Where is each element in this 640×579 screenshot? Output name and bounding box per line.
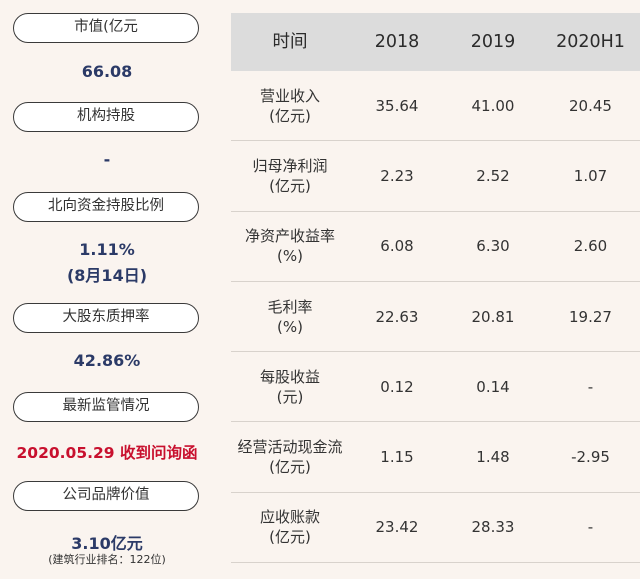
metric-name: 每股收益 <box>259 367 320 386</box>
pledge-rate-label: 大股东质押率 <box>13 303 199 333</box>
metric-value-cell: 2.52 <box>476 166 510 185</box>
metric-unit: (亿元) <box>269 176 311 195</box>
market-cap-value: 66.08 <box>81 62 133 81</box>
metric-value-cell: 35.64 <box>375 96 419 115</box>
metric-name: 经营活动现金流 <box>237 438 343 457</box>
metric-value-cell: 1.15 <box>380 448 414 467</box>
regulatory-status-label: 最新监管情况 <box>13 392 199 422</box>
metric-name: 归母净利润 <box>252 156 328 175</box>
northbound-holding-date: (8月14日) <box>66 266 148 285</box>
table-row: 营业收入 (亿元) 35.64 41.00 20.45 <box>231 71 640 142</box>
metric-name-cell: 应收账款 (亿元) <box>231 493 349 562</box>
brand-value-value: 3.10亿元 <box>71 534 143 553</box>
metric-value-cell: 0.14 <box>476 377 510 396</box>
metric-value-cell: 2.23 <box>380 166 414 185</box>
metric-value-cell: 20.45 <box>569 96 612 115</box>
metric-unit: (%) <box>277 247 303 266</box>
regulatory-status-value: 2020.05.29 收到问询函 <box>16 444 198 462</box>
metric-unit: (亿元) <box>269 458 311 477</box>
metric-name-cell: 经营活动现金流 (亿元) <box>231 422 349 491</box>
metric-name-cell: 营业收入 (亿元) <box>231 71 349 140</box>
metric-unit: (亿元) <box>269 106 311 125</box>
metric-value-cell: 1.48 <box>476 448 510 467</box>
metric-unit: (%) <box>277 317 303 336</box>
table-row: 应收账款 (亿元) 23.42 28.33 - <box>231 493 640 564</box>
brand-value-label: 公司品牌价值 <box>13 481 199 511</box>
table-row: 净资产收益率 (%) 6.08 6.30 2.60 <box>231 212 640 282</box>
metric-name: 应收账款 <box>259 508 320 527</box>
metric-unit: (亿元) <box>269 528 311 547</box>
brand-value-rank-note: (建筑行业排名：122位) <box>48 553 166 566</box>
institutional-holding-value: - <box>103 150 111 169</box>
table-header-row: 时间 2018 2019 2020H1 <box>231 13 640 71</box>
metric-value-cell: 6.08 <box>380 237 414 256</box>
metric-name-cell: 归母净利润 (亿元) <box>231 141 349 210</box>
metric-value-cell: 20.81 <box>471 307 515 326</box>
metric-name-cell: 净资产收益率 (%) <box>231 212 349 281</box>
northbound-holding-value: 1.11% <box>79 240 135 259</box>
metric-name: 营业收入 <box>259 86 320 105</box>
header-2019: 2019 <box>470 32 516 52</box>
financial-table: 时间 2018 2019 2020H1 营业收入 (亿元) 35.64 41.00 20… <box>231 13 640 564</box>
market-cap-label: 市值(亿元 <box>13 13 199 43</box>
metric-value-cell: - <box>587 518 594 537</box>
header-period: 时间 <box>272 32 308 52</box>
metric-value-cell: - <box>587 377 594 396</box>
metric-value-cell: 22.63 <box>375 307 419 326</box>
metric-value-cell: 19.27 <box>569 307 612 326</box>
metric-value-cell: 41.00 <box>471 96 515 115</box>
northbound-holding-label: 北向资金持股比例 <box>13 192 199 222</box>
metric-name: 毛利率 <box>267 297 313 316</box>
metric-value-cell: 2.60 <box>573 237 608 256</box>
metric-name-cell: 每股收益 (元) <box>231 352 349 421</box>
metric-value-cell: -2.95 <box>571 448 610 467</box>
metric-value-cell: 23.42 <box>375 518 419 537</box>
table-row: 毛利率 (%) 22.63 20.81 19.27 <box>231 282 640 353</box>
header-2018: 2018 <box>374 32 420 52</box>
metric-unit: (元) <box>276 387 304 406</box>
header-2020h1: 2020H1 <box>556 32 625 52</box>
metric-name-cell: 毛利率 (%) <box>231 282 349 351</box>
table-row: 经营活动现金流 (亿元) 1.15 1.48 -2.95 <box>231 422 640 493</box>
pledge-rate-value: 42.86% <box>73 351 141 370</box>
metric-value-cell: 6.30 <box>476 237 510 256</box>
metric-value-cell: 1.07 <box>573 166 608 185</box>
metric-value-cell: 0.12 <box>380 377 414 396</box>
metric-value-cell: 28.33 <box>471 518 515 537</box>
table-row: 每股收益 (元) 0.12 0.14 - <box>231 352 640 423</box>
metric-name: 净资产收益率 <box>244 227 335 246</box>
institutional-holding-label: 机构持股 <box>13 102 199 132</box>
table-row: 归母净利润 (亿元) 2.23 2.52 1.07 <box>231 141 640 212</box>
